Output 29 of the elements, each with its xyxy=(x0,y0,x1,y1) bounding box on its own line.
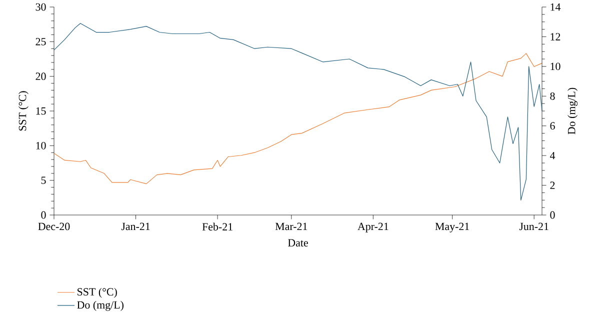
line-series xyxy=(54,23,542,200)
y-axis-title: SST (°C) xyxy=(18,91,28,131)
x-axis-title: Date xyxy=(288,239,308,247)
y2-tick-label: 2 xyxy=(550,182,555,189)
y-tick-label: 10 xyxy=(36,142,46,150)
y-tick-label: 0 xyxy=(41,211,46,219)
y-tick-label: 15 xyxy=(36,107,46,115)
x-tick-label: Mar-21 xyxy=(275,222,308,230)
x-tick-label: Jun-21 xyxy=(519,222,548,230)
y2-tick-label: 14 xyxy=(550,3,561,11)
y2-axis-title: Do (mg/L) xyxy=(568,88,578,134)
y2-tick-label: 10 xyxy=(550,62,560,70)
y2-tick-label: 8 xyxy=(550,92,555,100)
x-tick-label: Apr-21 xyxy=(358,222,388,232)
x-tick-label: Jan-21 xyxy=(121,222,150,230)
y2-tick-label: 6 xyxy=(550,122,555,130)
y2-tick-label: 0 xyxy=(550,211,555,219)
y2-tick-label: 12 xyxy=(550,33,560,40)
legend-label: SST (°C) xyxy=(78,288,117,298)
y2-tick-label: 4 xyxy=(550,152,556,160)
y-tick-label: 20 xyxy=(36,72,46,80)
y-tick-label: 30 xyxy=(36,3,46,11)
x-tick-label: Feb-21 xyxy=(202,222,232,230)
legend-label: Do (mg/L) xyxy=(77,300,124,311)
y-tick-label: 25 xyxy=(36,38,46,46)
x-tick-label: Dec-20 xyxy=(38,222,70,230)
y-tick-label: 5 xyxy=(41,176,46,184)
x-tick-label: May-21 xyxy=(435,222,469,232)
line-series xyxy=(54,53,542,184)
